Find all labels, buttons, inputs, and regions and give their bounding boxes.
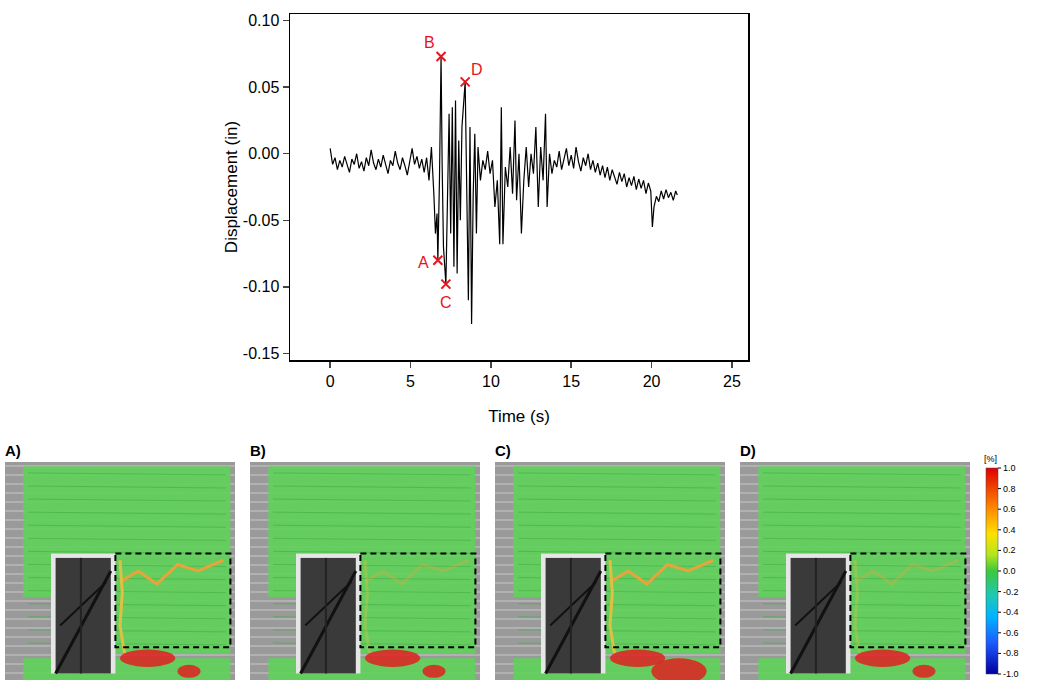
svg-text:-0.8: -0.8 [1003, 648, 1019, 658]
svg-text:0.10: 0.10 [248, 12, 279, 29]
svg-text:B): B) [250, 442, 266, 459]
svg-text:0.6: 0.6 [1003, 504, 1016, 514]
svg-text:Time (s): Time (s) [488, 407, 550, 426]
svg-text:0.4: 0.4 [1003, 525, 1016, 535]
svg-text:-0.4: -0.4 [1003, 607, 1019, 617]
svg-text:20: 20 [643, 373, 661, 390]
svg-text:1.0: 1.0 [1003, 463, 1016, 473]
svg-text:0.00: 0.00 [248, 145, 279, 162]
svg-text:D: D [471, 61, 483, 78]
svg-text:Displacement (in): Displacement (in) [222, 121, 241, 253]
svg-text:-0.6: -0.6 [1003, 628, 1019, 638]
svg-text:[%]: [%] [984, 454, 997, 464]
svg-text:-1.0: -1.0 [1003, 669, 1019, 679]
svg-text:-0.2: -0.2 [1003, 587, 1019, 597]
svg-text:0: 0 [326, 373, 335, 390]
svg-text:0.05: 0.05 [248, 79, 279, 96]
svg-text:D): D) [740, 442, 756, 459]
svg-text:-0.15: -0.15 [243, 345, 280, 362]
svg-text:-0.10: -0.10 [243, 278, 280, 295]
svg-text:C: C [440, 294, 452, 311]
svg-text:-0.05: -0.05 [243, 212, 280, 229]
svg-text:5: 5 [406, 373, 415, 390]
svg-text:0.8: 0.8 [1003, 484, 1016, 494]
svg-text:10: 10 [482, 373, 500, 390]
svg-text:15: 15 [562, 373, 580, 390]
svg-text:25: 25 [723, 373, 741, 390]
svg-text:B: B [424, 34, 435, 51]
svg-text:A: A [418, 254, 429, 271]
svg-text:C): C) [495, 442, 511, 459]
svg-text:A): A) [5, 442, 21, 459]
svg-text:0.2: 0.2 [1003, 545, 1016, 555]
svg-text:0.0: 0.0 [1003, 566, 1016, 576]
